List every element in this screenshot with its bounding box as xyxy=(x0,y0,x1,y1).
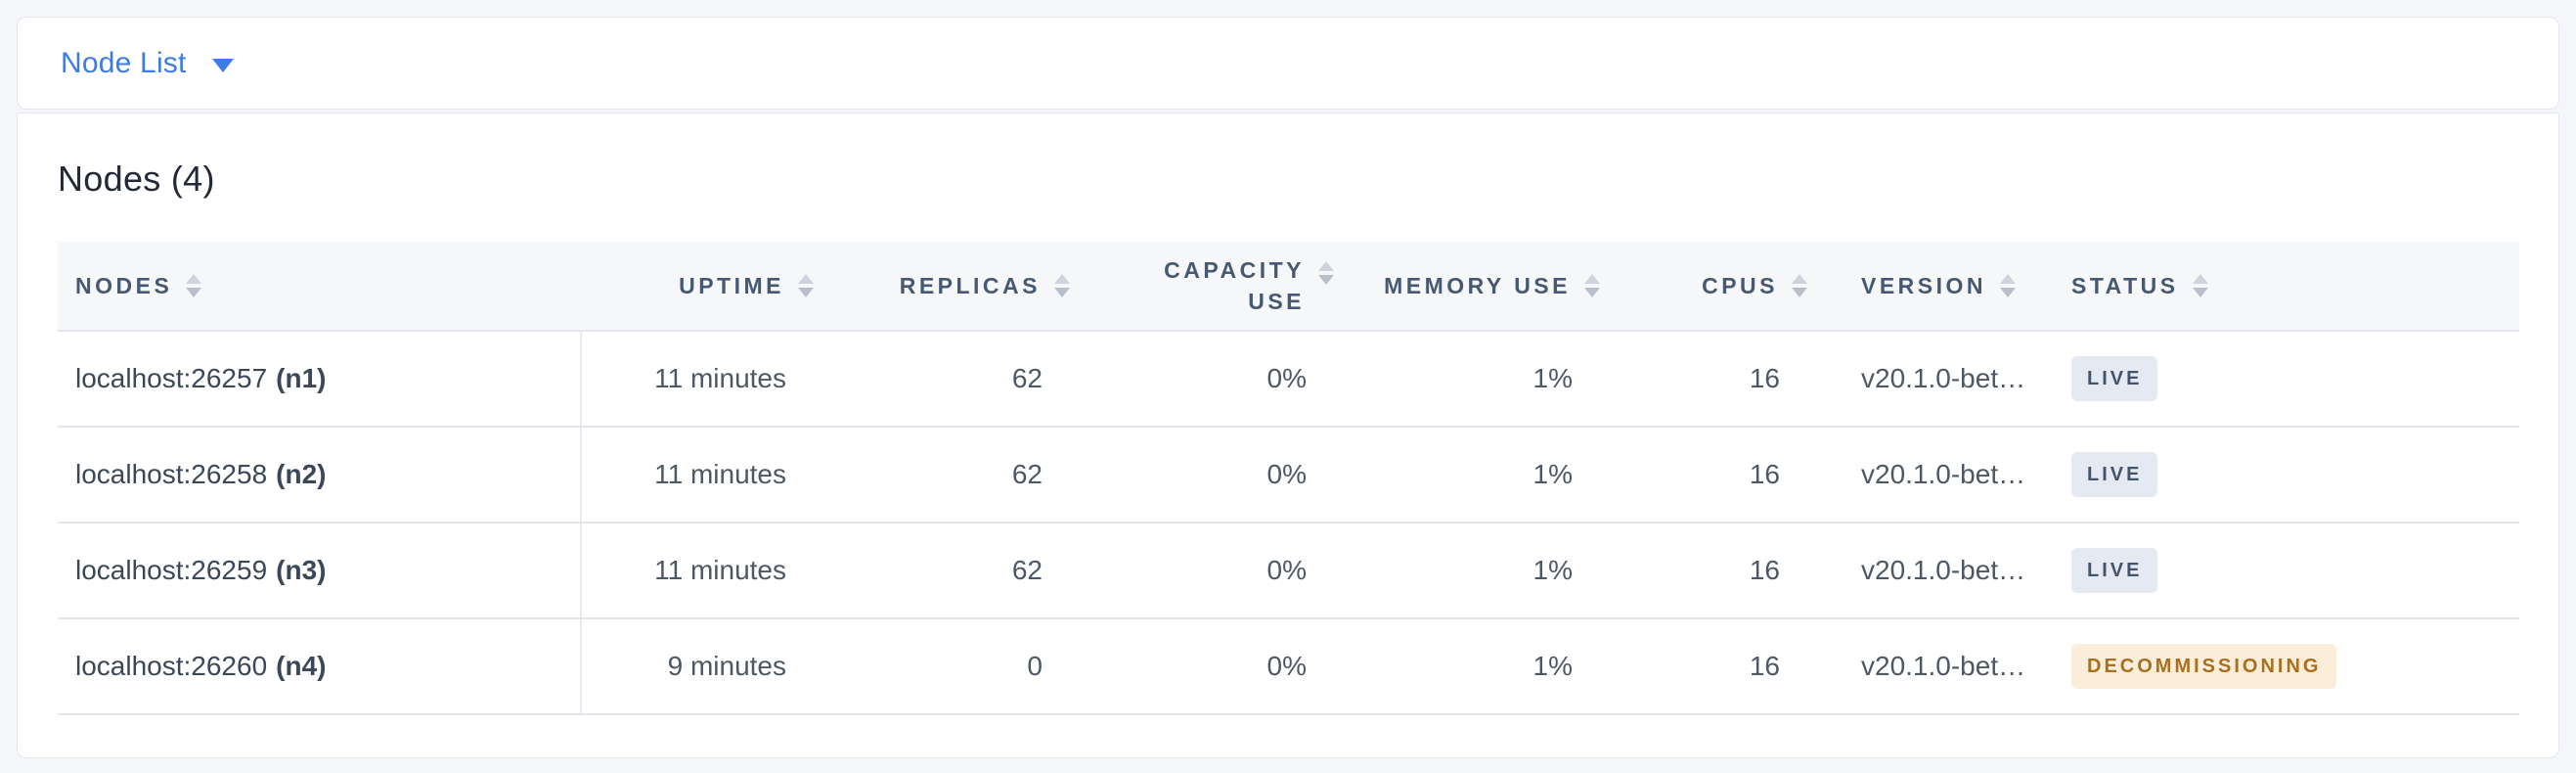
node-address-cell: localhost:26257 (n1) xyxy=(58,332,582,426)
column-header-nodes[interactable]: Nodes xyxy=(58,242,582,330)
replicas-cell: 62 xyxy=(1011,459,1043,489)
node-address-link[interactable]: localhost:26258 (n2) xyxy=(75,459,327,489)
version-cell: v20.1.0-bet… xyxy=(1861,363,2026,393)
sort-icon xyxy=(1054,274,1070,297)
node-address-link[interactable]: localhost:26259 (n3) xyxy=(75,555,327,585)
table-row: localhost:26257 (n1) 11 minutes 62 0% 1% … xyxy=(58,332,2519,428)
capacity-use-cell: 0% xyxy=(1266,555,1307,585)
sort-icon xyxy=(1318,261,1334,285)
node-address-cell: localhost:26258 (n2) xyxy=(58,428,582,522)
table-row: localhost:26260 (n4) 9 minutes 0 0% 1% 16… xyxy=(58,619,2519,715)
sort-icon xyxy=(1792,274,1807,297)
memory-use-cell: 1% xyxy=(1532,459,1573,489)
status-cell: LIVE xyxy=(2060,523,2519,617)
table-row: localhost:26259 (n3) 11 minutes 62 0% 1% … xyxy=(58,523,2519,619)
uptime-cell: 11 minutes xyxy=(654,363,786,393)
column-header-uptime[interactable]: Uptime xyxy=(582,242,831,330)
view-selector-card: Node List xyxy=(17,17,2559,110)
status-cell: DECOMMISSIONING xyxy=(2060,619,2519,713)
view-mode-dropdown[interactable]: Node List xyxy=(61,47,234,80)
cpus-cell: 16 xyxy=(1749,459,1780,489)
capacity-use-cell: 0% xyxy=(1266,459,1307,489)
replicas-cell: 62 xyxy=(1011,363,1043,393)
version-cell: v20.1.0-bet… xyxy=(1861,555,2026,585)
sort-icon xyxy=(1584,274,1600,297)
view-mode-dropdown-label: Node List xyxy=(61,46,187,79)
sort-icon xyxy=(2000,274,2017,297)
status-badge: DECOMMISSIONING xyxy=(2071,644,2337,689)
status-badge: LIVE xyxy=(2071,452,2158,497)
status-badge: LIVE xyxy=(2071,356,2158,401)
page-title: Nodes (4) xyxy=(58,159,215,199)
cpus-cell: 16 xyxy=(1749,363,1780,393)
nodes-table: Nodes Uptime Replicas Capacity Use Memor… xyxy=(58,242,2519,715)
status-cell: LIVE xyxy=(2060,428,2519,522)
cpus-cell: 16 xyxy=(1749,555,1780,585)
uptime-cell: 11 minutes xyxy=(654,459,786,489)
nodes-panel: Nodes (4) Nodes Uptime Replicas Capacity… xyxy=(17,113,2559,758)
table-header-row: Nodes Uptime Replicas Capacity Use Memor… xyxy=(58,242,2519,332)
column-header-capacity-use[interactable]: Capacity Use xyxy=(1088,242,1352,330)
chevron-down-icon xyxy=(211,58,234,72)
version-cell: v20.1.0-bet… xyxy=(1861,651,2026,681)
cpus-cell: 16 xyxy=(1749,651,1780,681)
uptime-cell: 11 minutes xyxy=(654,555,786,585)
sort-icon xyxy=(798,274,814,297)
replicas-cell: 62 xyxy=(1011,555,1043,585)
capacity-use-cell: 0% xyxy=(1266,363,1307,393)
status-cell: LIVE xyxy=(2060,332,2519,426)
node-address-link[interactable]: localhost:26260 (n4) xyxy=(75,651,327,681)
column-header-version[interactable]: Version xyxy=(1825,242,2060,330)
sort-icon xyxy=(2192,274,2208,297)
node-address-cell: localhost:26259 (n3) xyxy=(58,523,582,617)
capacity-use-cell: 0% xyxy=(1266,651,1307,681)
memory-use-cell: 1% xyxy=(1532,363,1573,393)
sort-icon xyxy=(186,274,202,297)
node-address-link[interactable]: localhost:26257 (n1) xyxy=(75,363,327,393)
column-header-cpus[interactable]: CPUs xyxy=(1618,242,1825,330)
node-address-cell: localhost:26260 (n4) xyxy=(58,619,582,713)
column-header-status[interactable]: Status xyxy=(2060,242,2519,330)
version-cell: v20.1.0-bet… xyxy=(1861,459,2026,489)
column-header-memory-use[interactable]: Memory Use xyxy=(1352,242,1618,330)
uptime-cell: 9 minutes xyxy=(667,651,786,681)
memory-use-cell: 1% xyxy=(1532,651,1573,681)
table-row: localhost:26258 (n2) 11 minutes 62 0% 1% … xyxy=(58,428,2519,523)
memory-use-cell: 1% xyxy=(1532,555,1573,585)
column-header-replicas[interactable]: Replicas xyxy=(831,242,1088,330)
replicas-cell: 0 xyxy=(1027,651,1043,681)
status-badge: LIVE xyxy=(2071,548,2158,593)
